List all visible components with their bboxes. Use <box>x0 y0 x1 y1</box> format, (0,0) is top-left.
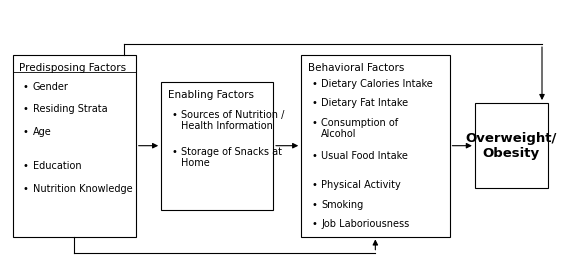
Text: •: • <box>171 147 177 157</box>
Text: Residing Strata: Residing Strata <box>33 104 108 114</box>
Text: •: • <box>23 104 28 114</box>
FancyBboxPatch shape <box>475 103 547 188</box>
Text: Predisposing Factors: Predisposing Factors <box>19 63 126 73</box>
Text: Job Laboriousness: Job Laboriousness <box>321 219 410 229</box>
Text: Dietary Fat Intake: Dietary Fat Intake <box>321 98 409 108</box>
Text: Age: Age <box>33 127 52 137</box>
Text: Dietary Calories Intake: Dietary Calories Intake <box>321 79 433 89</box>
Text: Behavioral Factors: Behavioral Factors <box>308 63 404 73</box>
FancyBboxPatch shape <box>13 55 136 237</box>
Text: •: • <box>23 82 28 92</box>
Text: Usual Food Intake: Usual Food Intake <box>321 151 408 161</box>
Text: Physical Activity: Physical Activity <box>321 180 401 190</box>
Text: •: • <box>311 219 317 229</box>
FancyBboxPatch shape <box>161 82 273 210</box>
Text: Education: Education <box>33 161 81 171</box>
Text: Consumption of
Alcohol: Consumption of Alcohol <box>321 118 398 140</box>
Text: Storage of Snacks at
Home: Storage of Snacks at Home <box>181 147 282 168</box>
Text: •: • <box>311 98 317 108</box>
Text: •: • <box>311 79 317 89</box>
Text: Overweight/
Obesity: Overweight/ Obesity <box>465 132 557 160</box>
Text: Nutrition Knowledge: Nutrition Knowledge <box>33 184 133 194</box>
Text: •: • <box>311 118 317 128</box>
FancyBboxPatch shape <box>301 55 450 237</box>
Text: •: • <box>23 127 28 137</box>
Text: •: • <box>311 151 317 161</box>
Text: Smoking: Smoking <box>321 200 364 210</box>
Text: Gender: Gender <box>33 82 69 92</box>
Text: Enabling Factors: Enabling Factors <box>168 90 254 100</box>
Text: •: • <box>23 184 28 194</box>
Text: •: • <box>171 110 177 120</box>
Text: Sources of Nutrition /
Health Information: Sources of Nutrition / Health Informatio… <box>181 110 284 131</box>
Text: •: • <box>311 180 317 190</box>
Text: •: • <box>311 200 317 210</box>
Text: •: • <box>23 161 28 171</box>
